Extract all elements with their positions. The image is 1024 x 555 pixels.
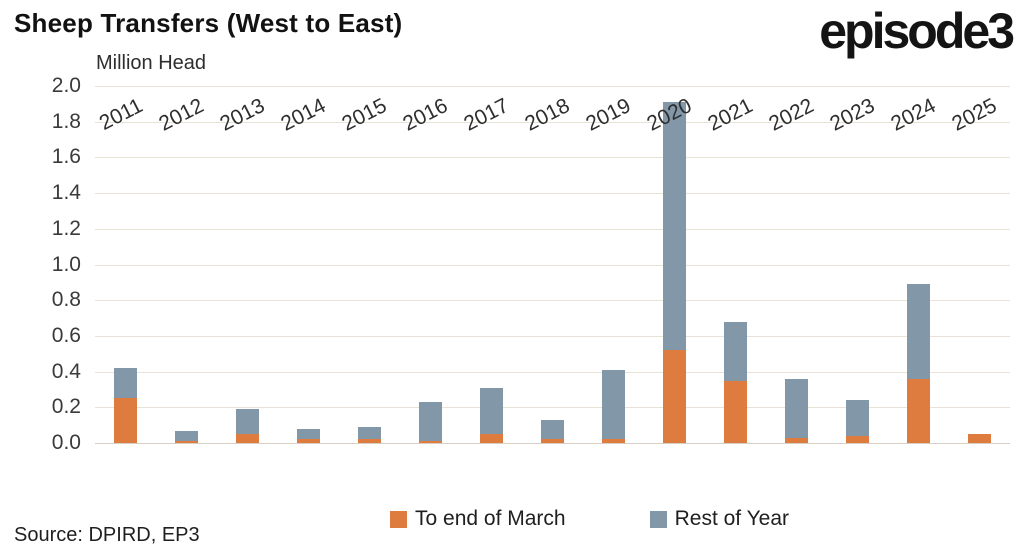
bar-segment [724, 380, 747, 443]
legend-swatch-icon [390, 510, 407, 528]
x-tick-label: 2021 [703, 94, 756, 136]
x-tick-label: 2024 [886, 94, 939, 136]
gridline [95, 86, 1010, 87]
y-tick-label: 0.4 [51, 359, 81, 383]
gridline [95, 157, 1010, 159]
x-tick-label: 2017 [459, 94, 512, 136]
y-tick-label: 0.2 [51, 395, 81, 419]
x-tick-label: 2022 [764, 94, 817, 136]
bar-segment [663, 102, 686, 351]
x-tick-label: 2023 [825, 94, 878, 136]
bar-segment [175, 441, 198, 443]
y-axis-label: Million Head [96, 52, 207, 74]
gridline [95, 121, 1010, 123]
x-tick-label: 2013 [215, 94, 268, 136]
chart-title: Sheep Transfers (West to East) [14, 8, 403, 38]
bar-segment [785, 437, 808, 443]
y-tick-label: 1.4 [51, 181, 81, 205]
legend-label: Rest of Year [674, 507, 790, 530]
bar-segment [480, 387, 503, 435]
gridline [95, 193, 1010, 195]
bar-segment [419, 441, 442, 443]
bar-segment [602, 439, 625, 443]
gridline [95, 264, 1010, 266]
plot-area: 0.0 0.2 0.4 0.6 0.8 1.0 1.2 1.4 1.6 1.8 2.0 2011 20… [52, 74, 1010, 454]
bar-segment [297, 428, 320, 440]
y-tick-label: 2.0 [51, 74, 81, 97]
source-note: Source: DPIRD, EP3 [14, 524, 200, 546]
gridline [95, 228, 1010, 230]
x-tick-label: 2019 [581, 94, 634, 136]
bar-segment [846, 435, 869, 443]
bar-segment [968, 434, 991, 443]
gridline [95, 335, 1010, 337]
x-tick-label: 2012 [154, 94, 207, 136]
y-tick-label: 1.6 [51, 145, 81, 169]
bar-segment [541, 439, 564, 443]
y-tick-label: 0.0 [51, 431, 81, 454]
bar-segment [480, 434, 503, 443]
gridline [95, 300, 1010, 302]
bar-segment [114, 368, 137, 399]
bar-segment [236, 409, 259, 435]
bar-segment [724, 321, 747, 381]
y-tick-label: 0.6 [51, 323, 81, 347]
bar-segment [907, 284, 930, 379]
x-tick-label: 2014 [276, 94, 329, 136]
x-tick-label: 2025 [947, 94, 1000, 136]
y-tick-label: 1.2 [51, 216, 81, 240]
legend: To end of March Rest of Year [390, 507, 789, 531]
bar-segment [602, 369, 625, 440]
legend-label: To end of March [415, 507, 566, 530]
bar-segment [541, 419, 564, 440]
bar-segment [358, 439, 381, 443]
gridline [95, 407, 1010, 409]
bar-segment [358, 426, 381, 440]
legend-swatch-icon [649, 510, 667, 528]
x-tick-label: 2018 [520, 94, 573, 136]
x-tick-label: 2011 [95, 94, 146, 136]
bar-segment [175, 430, 198, 442]
bar-segment [785, 378, 808, 438]
bar-segment [419, 401, 442, 442]
legend-item: Rest of Year [649, 507, 790, 531]
bar-segment [114, 398, 137, 443]
y-tick-label: 1.0 [51, 252, 81, 276]
legend-item: To end of March [390, 507, 566, 531]
x-tick-label: 2016 [398, 94, 451, 136]
bar-segment [297, 439, 320, 443]
y-tick-label: 1.8 [51, 109, 81, 133]
bar-segment [907, 378, 930, 443]
x-tick-label: 2015 [337, 94, 390, 136]
bar-segment [846, 400, 869, 436]
bar-segment [663, 350, 686, 443]
gridline [95, 443, 1010, 444]
y-tick-label: 0.8 [51, 288, 81, 312]
bar-segment [236, 434, 259, 443]
episode3-logo: episode3 [819, 3, 1015, 59]
gridline [95, 371, 1010, 373]
